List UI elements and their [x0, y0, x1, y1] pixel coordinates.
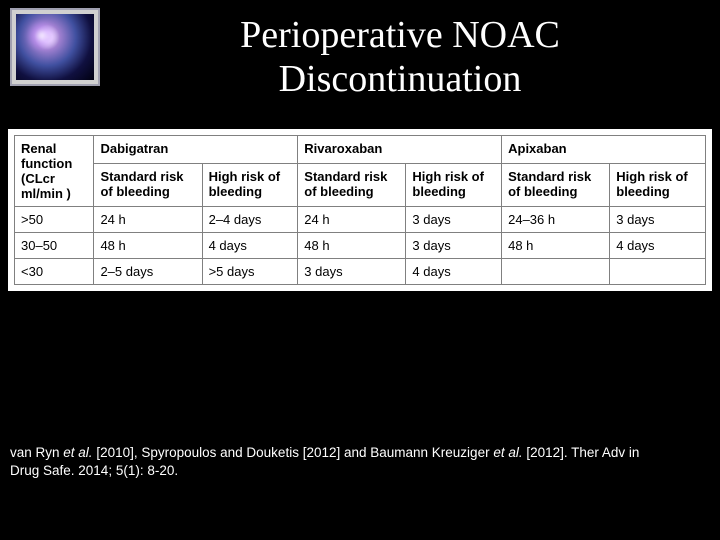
title-block: Perioperative NOAC Discontinuation	[100, 8, 720, 101]
sub-riva-std: Standard risk of bleeding	[298, 163, 406, 206]
noac-table: Renal function (CLcr ml/min ) Dabigatran…	[14, 135, 706, 285]
cell	[610, 259, 706, 285]
col-apixaban: Apixaban	[502, 136, 706, 164]
cell: 24–36 h	[502, 207, 610, 233]
cell: 48 h	[298, 233, 406, 259]
table-container: Renal function (CLcr ml/min ) Dabigatran…	[8, 129, 712, 291]
cell: 4 days	[610, 233, 706, 259]
brain-image-placeholder	[16, 14, 94, 80]
sub-dabi-high: High risk of bleeding	[202, 163, 298, 206]
cell: 2–5 days	[94, 259, 202, 285]
cell: 48 h	[94, 233, 202, 259]
cell-renal: >50	[15, 207, 94, 233]
table-row: <30 2–5 days >5 days 3 days 4 days	[15, 259, 706, 285]
table-header-row-1: Renal function (CLcr ml/min ) Dabigatran…	[15, 136, 706, 164]
cell: 48 h	[502, 233, 610, 259]
cell: 3 days	[298, 259, 406, 285]
cell: 3 days	[406, 207, 502, 233]
header: Perioperative NOAC Discontinuation	[0, 0, 720, 101]
col-renal-function: Renal function (CLcr ml/min )	[15, 136, 94, 207]
cite-frag: Drug Safe. 2014; 5(1): 8-20.	[10, 463, 178, 478]
sub-dabi-std: Standard risk of bleeding	[94, 163, 202, 206]
cite-frag: [2012]. Ther Adv in	[523, 445, 640, 460]
sub-apix-high: High risk of bleeding	[610, 163, 706, 206]
citation-text: van Ryn et al. [2010], Spyropoulos and D…	[10, 444, 700, 480]
slide-title: Perioperative NOAC Discontinuation	[100, 14, 700, 101]
cell: >5 days	[202, 259, 298, 285]
cite-frag: van Ryn	[10, 445, 63, 460]
cell-renal: 30–50	[15, 233, 94, 259]
table-row: 30–50 48 h 4 days 48 h 3 days 48 h 4 day…	[15, 233, 706, 259]
cell: 3 days	[610, 207, 706, 233]
cell-renal: <30	[15, 259, 94, 285]
cell: 24 h	[298, 207, 406, 233]
cell: 4 days	[202, 233, 298, 259]
renal-label-line2: (CLcr ml/min )	[21, 171, 71, 201]
title-line-2: Discontinuation	[279, 58, 522, 100]
sub-riva-high: High risk of bleeding	[406, 163, 502, 206]
cell: 2–4 days	[202, 207, 298, 233]
decorative-thumbnail	[10, 8, 100, 86]
title-line-1: Perioperative NOAC	[240, 14, 560, 56]
table-header-row-2: Standard risk of bleeding High risk of b…	[15, 163, 706, 206]
cell: 24 h	[94, 207, 202, 233]
cell	[502, 259, 610, 285]
col-dabigatran: Dabigatran	[94, 136, 298, 164]
sub-apix-std: Standard risk of bleeding	[502, 163, 610, 206]
table-row: >50 24 h 2–4 days 24 h 3 days 24–36 h 3 …	[15, 207, 706, 233]
cell: 4 days	[406, 259, 502, 285]
cite-frag-ital: et al.	[63, 445, 92, 460]
renal-label-line1: Renal function	[21, 141, 72, 171]
cell: 3 days	[406, 233, 502, 259]
col-rivaroxaban: Rivaroxaban	[298, 136, 502, 164]
cite-frag: [2010], Spyropoulos and Douketis [2012] …	[93, 445, 494, 460]
cite-frag-ital: et al.	[493, 445, 522, 460]
